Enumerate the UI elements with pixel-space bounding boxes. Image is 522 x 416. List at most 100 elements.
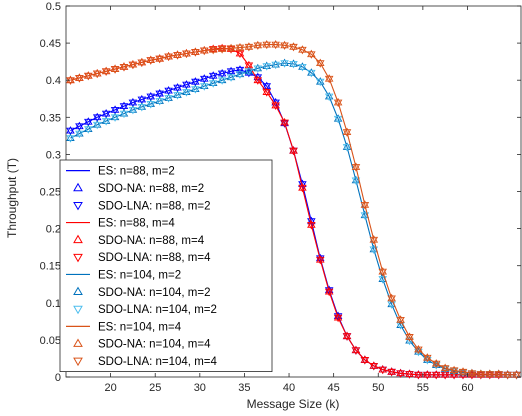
data-point [128, 99, 138, 108]
data-point [164, 53, 173, 62]
data-point [271, 40, 280, 48]
data-point [146, 57, 156, 65]
data-point [66, 75, 75, 84]
data-point [387, 367, 396, 375]
data-point [423, 370, 432, 378]
legend-label: ES: n=88, m=2 [98, 166, 175, 178]
data-point [155, 88, 164, 97]
y-tick-label: 0.45 [40, 38, 61, 50]
data-point [128, 60, 138, 68]
data-point [307, 49, 316, 58]
data-point [119, 109, 129, 117]
data-point [155, 96, 164, 104]
data-point [200, 75, 209, 84]
data-point [101, 68, 111, 76]
y-tick-label: 0.4 [46, 75, 61, 87]
data-point [503, 370, 512, 378]
data-point [155, 55, 164, 64]
legend-item: SDO-NA: n=104, m=2 [73, 286, 211, 299]
data-point [191, 86, 200, 94]
data-point [405, 337, 414, 346]
series-layer [66, 40, 521, 380]
data-point [119, 110, 129, 119]
x-tick-label: 50 [372, 382, 384, 394]
data-point [315, 58, 325, 67]
legend-marker-swatch [73, 286, 83, 296]
data-point [387, 368, 396, 377]
data-point [333, 99, 343, 108]
data-point [440, 363, 450, 371]
data-point [414, 370, 423, 378]
data-point [84, 118, 93, 127]
data-point [155, 98, 164, 106]
data-point [289, 43, 298, 52]
data-point [333, 314, 343, 323]
data-point [110, 66, 120, 74]
data-point [378, 267, 387, 275]
data-point [494, 371, 503, 379]
data-point [173, 50, 182, 58]
legend-label: ES: n=88, m=4 [98, 218, 175, 230]
data-point [119, 103, 129, 111]
data-point [226, 68, 236, 76]
x-tick-label: 20 [104, 382, 116, 394]
data-point [164, 87, 173, 96]
data-point [137, 96, 147, 105]
data-point [119, 63, 129, 72]
legend: ES: n=88, m=2 SDO-NA: n=88, m=2 SDO-LNA: n… [59, 159, 273, 373]
legend-label: ES: n=104, m=4 [98, 321, 182, 333]
data-point [324, 75, 334, 84]
data-point [101, 116, 111, 124]
data-point [298, 46, 307, 55]
data-point [289, 146, 298, 154]
data-point [333, 115, 343, 124]
data-point [110, 105, 120, 113]
data-point [440, 370, 450, 378]
legend-label: SDO-NA: n=104, m=2 [98, 287, 211, 299]
legend-label: SDO-NA: n=88, m=2 [98, 183, 204, 195]
data-point [146, 99, 156, 107]
legend-item: ES: n=88, m=2 [66, 166, 175, 178]
data-point [182, 87, 191, 95]
data-point [208, 80, 218, 88]
legend-label: SDO-NA: n=104, m=4 [98, 339, 211, 351]
data-point [66, 126, 75, 134]
data-point [226, 74, 236, 82]
data-point [235, 66, 245, 75]
data-point [414, 371, 423, 380]
data-point [360, 200, 370, 208]
legend-marker-swatch [73, 201, 83, 211]
x-tick-label: 30 [194, 382, 206, 394]
data-point [360, 355, 370, 363]
data-point [458, 367, 468, 375]
data-point [485, 371, 495, 379]
data-point [342, 144, 352, 152]
data-point [298, 62, 307, 70]
data-point [324, 91, 334, 100]
data-point [137, 104, 147, 112]
data-point [128, 106, 138, 115]
legend-label: SDO-LNA: n=104, m=4 [98, 356, 217, 368]
data-point [173, 90, 182, 98]
data-point [244, 43, 254, 52]
data-point [146, 93, 156, 102]
data-point [280, 117, 289, 126]
legend-item: SDO-LNA: n=88, m=2 [73, 200, 211, 212]
data-point [458, 368, 468, 377]
data-point [66, 133, 75, 141]
data-point [200, 45, 209, 54]
data-point [280, 60, 289, 68]
y-axis-label: Throughput (T) [5, 158, 19, 238]
data-point [396, 370, 405, 378]
data-point [137, 102, 147, 110]
data-point [110, 106, 120, 115]
data-point [182, 80, 191, 88]
data-point [75, 129, 84, 137]
series-11 [66, 41, 521, 380]
data-point [351, 177, 361, 185]
data-point [351, 347, 361, 355]
data-point [307, 69, 316, 78]
data-point [92, 70, 102, 79]
data-point [226, 72, 236, 81]
y-tick-label: 0.2 [46, 224, 61, 236]
